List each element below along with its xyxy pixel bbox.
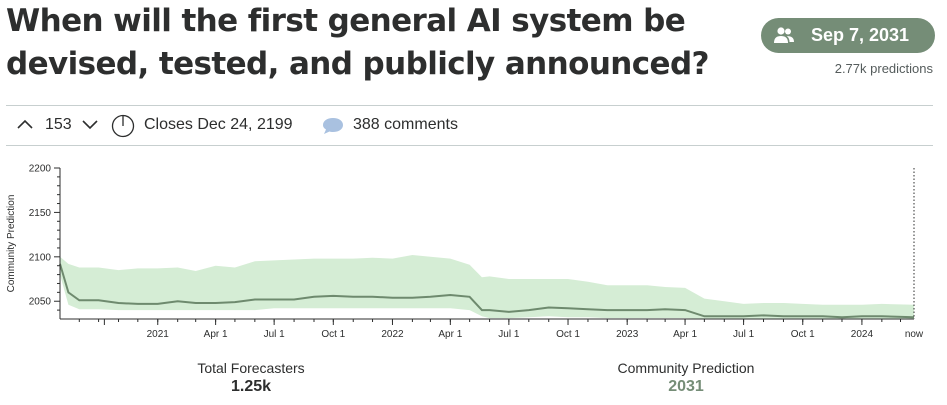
y-tick-label: 2200 bbox=[29, 164, 52, 175]
comments-link[interactable]: 388 comments bbox=[353, 116, 458, 133]
prediction-value: Sep 7, 2031 bbox=[811, 25, 910, 45]
x-axis: 2021 Apr 1 Jul 1 Oct 1 2022 Apr 1 Jul 1 Oct 1 20… bbox=[60, 318, 924, 340]
close-date: Closes Dec 24, 2199 bbox=[144, 116, 293, 133]
x-tick-label-now: now bbox=[905, 329, 924, 340]
y-axis: 2050 2100 2150 2200 bbox=[29, 164, 61, 319]
x-tick-label: 2023 bbox=[616, 329, 639, 340]
y-axis-title: Community Prediction bbox=[6, 195, 17, 293]
vote-count: 153 bbox=[45, 116, 72, 133]
divider-top bbox=[6, 105, 933, 106]
y-tick-label: 2050 bbox=[29, 297, 52, 308]
community-prediction-badge[interactable]: Sep 7, 2031 bbox=[761, 18, 935, 53]
confidence-band bbox=[60, 255, 914, 319]
x-tick-label: Jul 1 bbox=[498, 329, 520, 340]
community-label: Community Prediction bbox=[617, 360, 755, 376]
users-icon bbox=[774, 27, 794, 43]
question-title: When will the first general AI system be… bbox=[6, 3, 710, 82]
forecasters-label: Total Forecasters bbox=[197, 360, 305, 376]
x-tick-label: Apr 1 bbox=[673, 329, 697, 340]
total-forecasters: Total Forecasters 1.25k bbox=[180, 359, 322, 397]
comment-bubble-icon[interactable] bbox=[321, 116, 345, 136]
forecast-chart: 2050 2100 2150 2200 2021 Apr 1 Jul 1 Oct 1 2022… bbox=[0, 148, 947, 348]
chevron-down-icon[interactable] bbox=[81, 117, 99, 131]
x-tick-label: 2021 bbox=[147, 329, 170, 340]
chevron-up-icon[interactable] bbox=[16, 117, 34, 131]
x-tick-label: Oct 1 bbox=[791, 329, 815, 340]
y-tick-label: 2100 bbox=[29, 252, 52, 263]
community-prediction-line bbox=[59, 263, 915, 319]
forecast-chart-svg: 2050 2100 2150 2200 2021 Apr 1 Jul 1 Oct 1 2022… bbox=[6, 164, 924, 341]
x-tick-label: Apr 1 bbox=[438, 329, 462, 340]
community-value: 2031 bbox=[668, 378, 704, 395]
forecasters-value: 1.25k bbox=[230, 378, 272, 395]
x-tick-label: 2024 bbox=[851, 329, 874, 340]
x-tick-label: 2022 bbox=[381, 329, 404, 340]
x-tick-label: Jul 1 bbox=[733, 329, 755, 340]
y-tick-label: 2150 bbox=[29, 208, 52, 219]
clock-icon bbox=[111, 114, 135, 138]
x-tick-label: Apr 1 bbox=[204, 329, 228, 340]
x-tick-label: Oct 1 bbox=[556, 329, 580, 340]
community-prediction-summary: Community Prediction 2031 bbox=[600, 359, 772, 397]
x-tick-label: Oct 1 bbox=[321, 329, 345, 340]
divider-bottom bbox=[6, 145, 933, 146]
predictions-count: 2.77k predictions bbox=[834, 61, 933, 76]
x-tick-label: Jul 1 bbox=[264, 329, 286, 340]
question-meta-bar: 153 Closes Dec 24, 2199 388 comments bbox=[0, 108, 947, 142]
